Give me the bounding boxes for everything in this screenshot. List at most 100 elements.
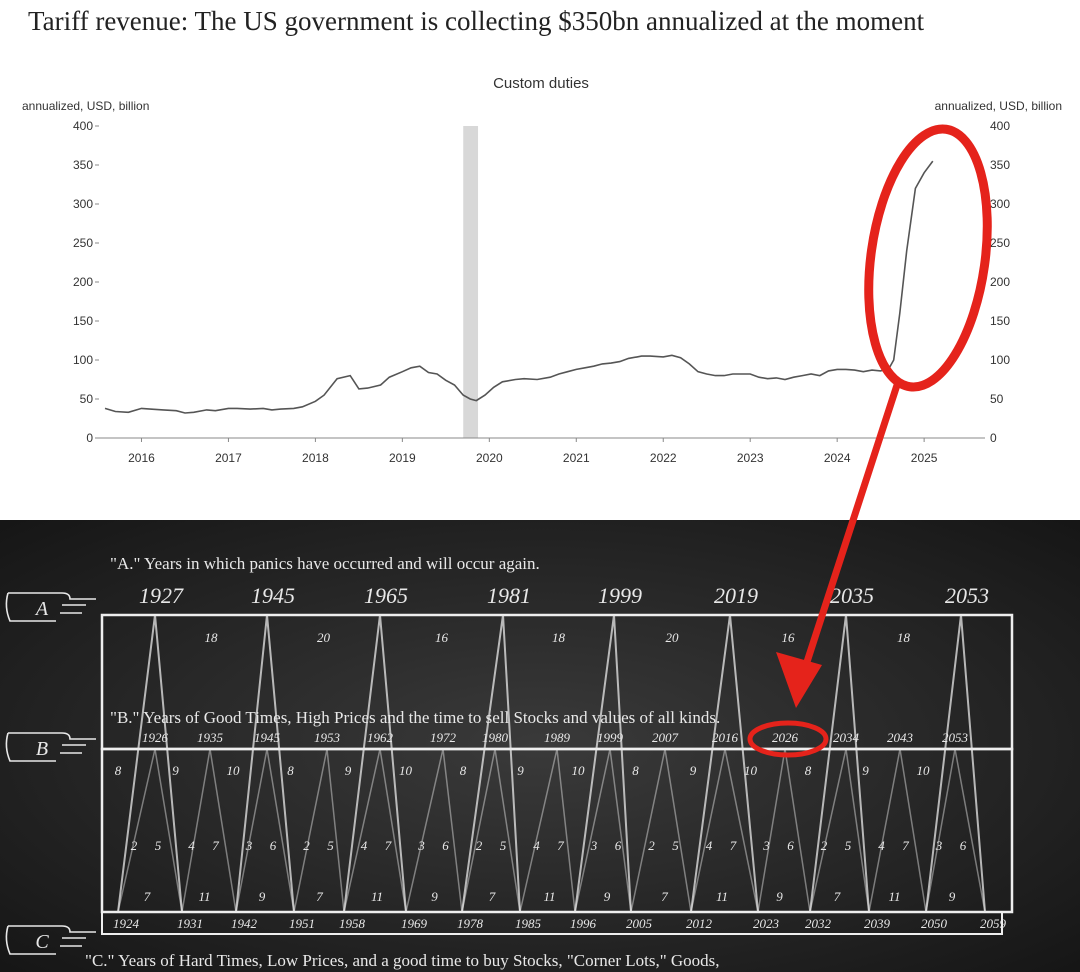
inner-upper-number: 9: [690, 763, 697, 778]
inner-mid-number: 2: [476, 838, 483, 853]
inner-mid-number: 7: [557, 838, 564, 853]
inner-mid-number: 2: [648, 838, 655, 853]
row-a-year: 2019: [714, 583, 758, 608]
y-tick-label-right: 200: [990, 275, 1010, 289]
y-tick-label-left: 350: [73, 158, 93, 172]
inner-upper-number: 9: [517, 763, 524, 778]
row-a-year: 2053: [945, 583, 989, 608]
row-c-year: 1931: [177, 916, 203, 931]
inner-mid-number: 6: [787, 838, 794, 853]
inner-upper-number: 10: [572, 763, 586, 778]
inner-mid-number: 2: [821, 838, 828, 853]
row-b-year: 1989: [544, 730, 571, 745]
row-b-year: 2034: [833, 730, 860, 745]
inner-upper-number: 9: [172, 763, 179, 778]
cycle-minor-triangle: [809, 748, 870, 913]
inner-mid-number: 3: [417, 838, 425, 853]
inner-lower-number: 11: [888, 889, 900, 904]
y-tick-label-right: 350: [990, 158, 1010, 172]
row-marker-letter: A: [34, 598, 49, 620]
x-tick-label: 2025: [911, 451, 938, 465]
inner-mid-number: 5: [155, 838, 162, 853]
row-a-year: 1927: [139, 583, 184, 608]
cycle-minor-triangle: [925, 748, 986, 913]
y-tick-label-left: 100: [73, 353, 93, 367]
inner-lower-number: 7: [834, 889, 841, 904]
inner-mid-number: 6: [960, 838, 967, 853]
x-tick-label: 2024: [824, 451, 851, 465]
inner-mid-number: 5: [327, 838, 334, 853]
row-c-year: 2032: [805, 916, 832, 931]
row-c-year: 1951: [289, 916, 315, 931]
row-c-year: 1978: [457, 916, 484, 931]
row-b-year: 2043: [887, 730, 914, 745]
row-a-gap: 20: [666, 630, 680, 645]
row-a-gap: 16: [435, 630, 449, 645]
cycle-peak-triangle: [574, 614, 632, 913]
inner-mid-number: 4: [361, 838, 368, 853]
y-tick-label-left: 200: [73, 275, 93, 289]
inner-upper-number: 10: [227, 763, 241, 778]
cycle-minor-triangle: [519, 748, 576, 913]
row-c-bar: [101, 911, 1003, 935]
row-a-gap: 16: [782, 630, 796, 645]
custom-duties-chart: Custom duties annualized, USD, billion a…: [22, 75, 1062, 465]
y-tick-label-left: 50: [80, 392, 94, 406]
cycle-peak-triangle: [925, 614, 986, 913]
row-c-year: 1924: [113, 916, 140, 931]
row-marker-letter: B: [36, 738, 48, 760]
y-ticks-left: 0 50 100 150 200 250 300 350 400: [73, 119, 99, 445]
row-b-year: 1935: [197, 730, 224, 745]
row-c-year: 2050: [921, 916, 948, 931]
inner-lower-number: 9: [776, 889, 783, 904]
row-b-year: 1972: [430, 730, 457, 745]
row-b-year: 1962: [367, 730, 394, 745]
row-c-year: 2039: [864, 916, 891, 931]
inner-upper-number: 9: [345, 763, 352, 778]
inner-lower-number: 11: [543, 889, 555, 904]
y-tick-label-left: 400: [73, 119, 93, 133]
inner-mid-number: 3: [935, 838, 943, 853]
row-c-year: 1985: [515, 916, 542, 931]
inner-upper-number: 8: [805, 763, 812, 778]
row-c-year: 2023: [753, 916, 780, 931]
row-b-year: 1953: [314, 730, 341, 745]
cycle-minor-triangle: [235, 748, 295, 913]
inner-upper-number: 8: [115, 763, 122, 778]
inner-mid-number: 6: [270, 838, 277, 853]
y-ticks-right: 0 50 100 150 200 250 300 350 400: [990, 119, 1010, 445]
inner-mid-number: 4: [188, 838, 195, 853]
row-b-year: 2053: [942, 730, 969, 745]
row-a-years: 1927 1945 1965 1981 1999 2019 2035 2053: [139, 583, 989, 608]
inner-mid-number: 7: [385, 838, 392, 853]
y-tick-label-right: 300: [990, 197, 1010, 211]
x-tick-label: 2019: [389, 451, 416, 465]
cycle-peak-triangle: [343, 614, 407, 913]
cycle-minor-triangle: [293, 748, 345, 913]
inner-lower-number: 7: [489, 889, 496, 904]
row-a-gap: 18: [897, 630, 911, 645]
x-tick-label: 2017: [215, 451, 242, 465]
chart-title: Custom duties: [493, 75, 589, 92]
cycle-peak-triangle: [690, 614, 759, 913]
inner-lower-number: 11: [716, 889, 728, 904]
row-c-caption: "C." Years of Hard Times, Low Prices, an…: [85, 951, 720, 970]
y-axis-label-right: annualized, USD, billion: [935, 99, 1062, 113]
row-a-gap: 20: [317, 630, 331, 645]
x-ticks: 2016 2017 2018 2019 2020 2021 2022 2023 2024 2025: [128, 438, 938, 465]
row-b-year: 1999: [597, 730, 624, 745]
pointing-hand-icon: [5, 732, 96, 762]
row-c-year: 2005: [626, 916, 653, 931]
cycle-minor-triangle: [117, 748, 183, 913]
inner-mid-number: 7: [212, 838, 219, 853]
y-tick-label-left: 150: [73, 314, 93, 328]
inner-lower-number: 9: [949, 889, 956, 904]
y-tick-label-right: 0: [990, 431, 997, 445]
row-a-gap: 18: [552, 630, 566, 645]
x-tick-label: 2021: [563, 451, 590, 465]
row-a-year: 1945: [251, 583, 295, 608]
row-c-year: 2059: [980, 916, 1007, 931]
row-c-year: 1958: [339, 916, 366, 931]
inner-upper-number: 10: [399, 763, 413, 778]
x-tick-label: 2016: [128, 451, 155, 465]
